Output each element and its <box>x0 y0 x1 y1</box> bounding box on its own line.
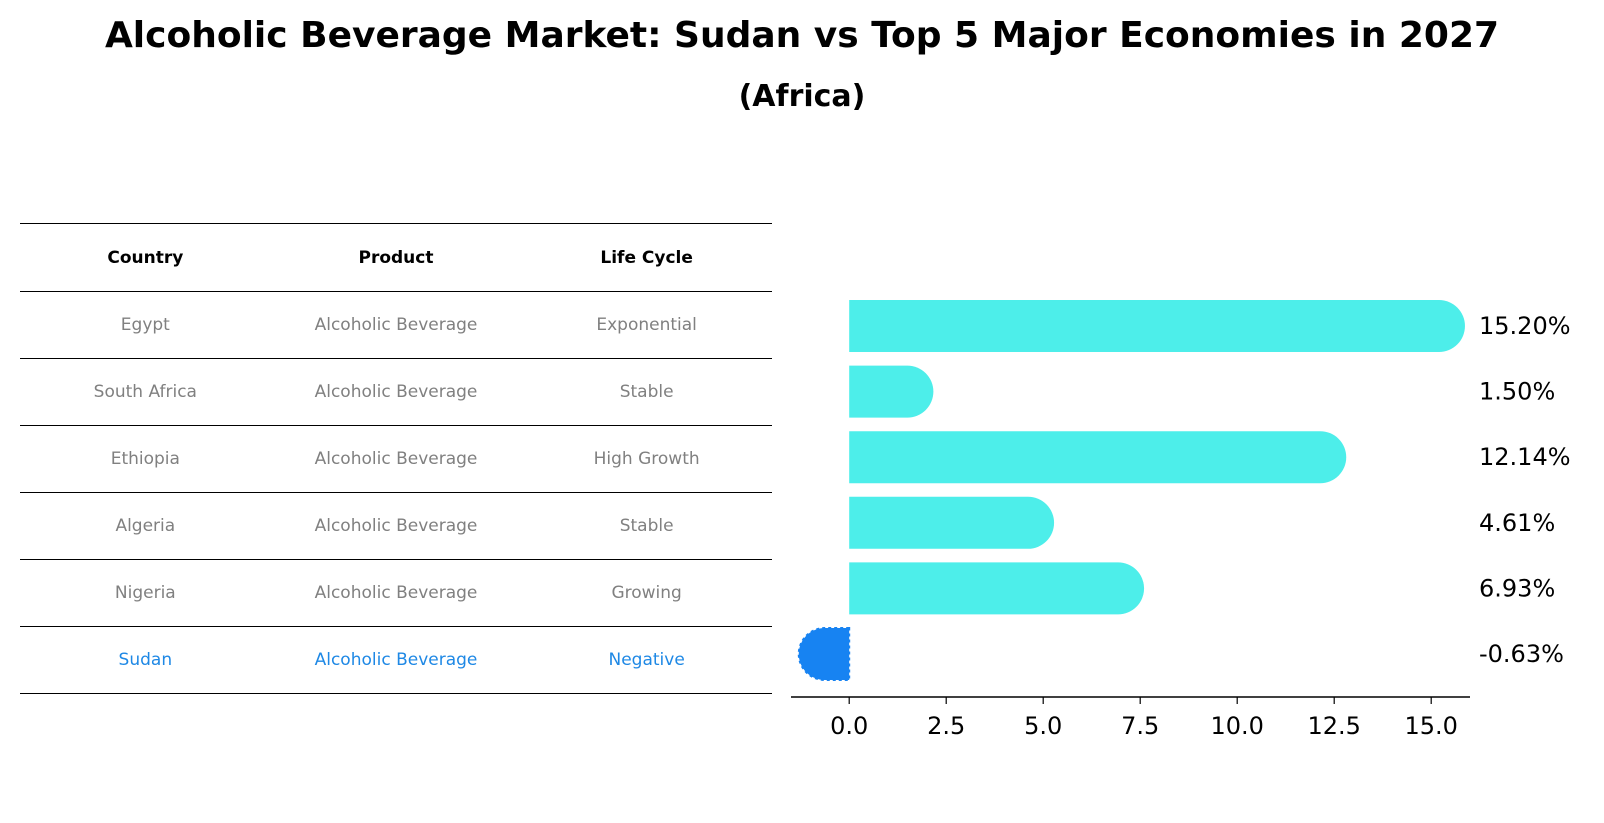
cell-life-cycle: High Growth <box>593 449 700 469</box>
bar-algeria <box>849 496 1055 549</box>
cell-country: Nigeria <box>114 583 176 603</box>
cell-product: Alcoholic Beverage <box>314 449 478 469</box>
data-label: 1.50% <box>1479 378 1555 406</box>
cell-product: Alcoholic Beverage <box>314 650 478 670</box>
bar-south-africa <box>849 365 934 418</box>
table-row: Nigeria Alcoholic Beverage Growing <box>20 559 772 626</box>
cell-life-cycle: Negative <box>608 650 685 670</box>
x-tick-label: 5.0 <box>1024 712 1062 740</box>
data-label: 6.93% <box>1479 574 1555 602</box>
data-label: -0.63% <box>1479 640 1564 668</box>
table-header-row: Country Product Life Cycle <box>20 223 772 291</box>
cell-life-cycle: Stable <box>619 382 674 402</box>
bar-egypt <box>849 300 1465 352</box>
data-label: 4.61% <box>1479 509 1555 537</box>
data-label: 12.14% <box>1479 443 1571 471</box>
x-tick-label: 15.0 <box>1404 712 1457 740</box>
header-life-cycle: Life Cycle <box>600 247 693 268</box>
comparison-table: Country Product Life Cycle Egypt Alcohol… <box>20 223 772 694</box>
cell-product: Alcoholic Beverage <box>314 315 478 335</box>
table-row: Algeria Alcoholic Beverage Stable <box>20 492 772 559</box>
cell-country: Sudan <box>118 650 173 670</box>
cell-product: Alcoholic Beverage <box>314 583 478 603</box>
table-row-highlighted: Sudan Alcoholic Beverage Negative <box>20 626 772 693</box>
cell-life-cycle: Exponential <box>596 315 697 335</box>
cell-country: South Africa <box>93 382 197 402</box>
bar-nigeria <box>849 562 1145 615</box>
table-bottom-rule <box>20 693 772 694</box>
table-row: Ethiopia Alcoholic Beverage High Growth <box>20 425 772 492</box>
x-tick-label: 0.0 <box>830 712 868 740</box>
cell-life-cycle: Stable <box>619 516 674 536</box>
cell-product: Alcoholic Beverage <box>314 516 478 536</box>
x-tick-label: 10.0 <box>1210 712 1263 740</box>
chart-subtitle: (Africa) <box>738 79 866 114</box>
bar-ethiopia <box>849 431 1347 484</box>
x-tick-label: 2.5 <box>927 712 965 740</box>
cell-country: Ethiopia <box>110 449 180 469</box>
cell-country: Egypt <box>120 315 170 335</box>
table-row: Egypt Alcoholic Beverage Exponential <box>20 291 772 358</box>
cell-product: Alcoholic Beverage <box>314 382 478 402</box>
chart-title: Alcoholic Beverage Market: Sudan vs Top … <box>104 15 1500 56</box>
x-tick-label: 7.5 <box>1121 712 1159 740</box>
table-row: South Africa Alcoholic Beverage Stable <box>20 358 772 425</box>
header-product: Product <box>358 247 434 268</box>
bar-sudan <box>797 627 851 681</box>
x-tick-label: 12.5 <box>1307 712 1360 740</box>
header-country: Country <box>107 247 184 268</box>
cell-country: Algeria <box>115 516 176 536</box>
cell-life-cycle: Growing <box>611 583 682 603</box>
data-label: 15.20% <box>1479 312 1571 340</box>
